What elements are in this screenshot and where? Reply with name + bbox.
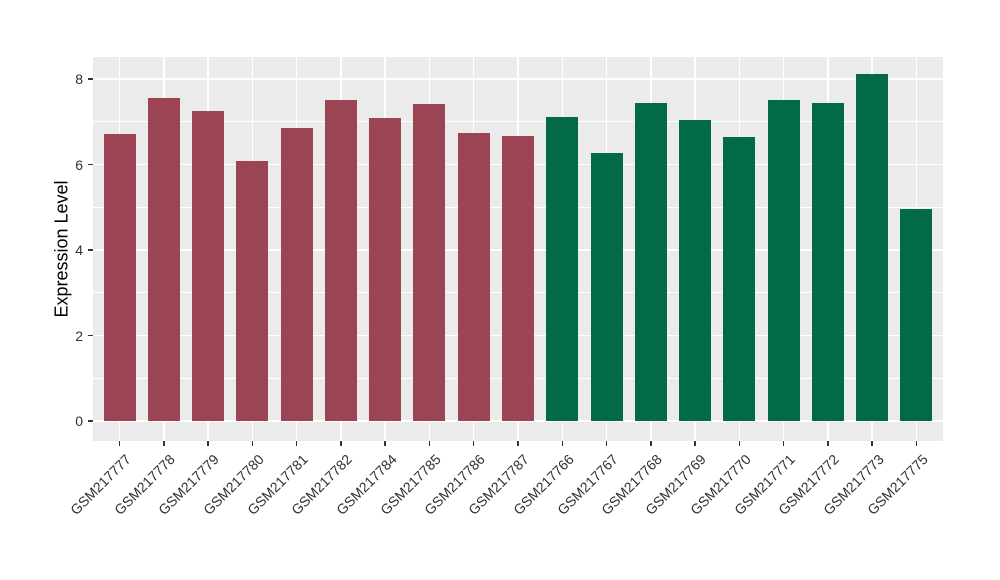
x-tick-GSM217770: [738, 441, 741, 446]
x-tick-GSM217768: [650, 441, 652, 446]
y-tick-label-6: 6: [75, 156, 83, 173]
x-tick-GSM217773: [871, 441, 873, 446]
y-tick-4: [88, 249, 93, 251]
y-tick-2: [88, 334, 93, 337]
bar-GSM217777: [103, 133, 136, 421]
bar-GSM217779: [192, 110, 225, 421]
x-tick-GSM217772: [827, 441, 829, 446]
y-tick-label-2: 2: [75, 327, 83, 344]
x-tick-GSM217784: [384, 441, 386, 446]
y-tick-label-0: 0: [75, 413, 83, 429]
bar-GSM217775: [900, 209, 933, 421]
y-tick-6: [88, 163, 93, 166]
x-tick-GSM217782: [340, 441, 342, 446]
bar-GSM217780: [236, 161, 269, 421]
x-tick-GSM217779: [207, 441, 209, 446]
bar-GSM217786: [457, 133, 490, 421]
x-tick-GSM217780: [251, 441, 254, 446]
bar-GSM217787: [502, 135, 534, 421]
bar-GSM217771: [767, 99, 800, 421]
x-tick-GSM217786: [472, 441, 475, 446]
bar-GSM217773: [856, 73, 889, 421]
x-tick-GSM217771: [782, 441, 785, 446]
y-tick-8: [88, 78, 93, 80]
x-tick-GSM217777: [118, 441, 121, 446]
x-tick-GSM217766: [561, 441, 564, 446]
bar-GSM217782: [324, 100, 357, 421]
y-tick-label-8: 8: [75, 71, 83, 87]
x-tick-GSM217781: [295, 441, 298, 446]
bar-GSM217778: [147, 98, 180, 421]
y-tick-label-4: 4: [75, 242, 83, 258]
x-tick-GSM217767: [605, 441, 608, 446]
bar-GSM217769: [679, 120, 712, 421]
bar-GSM217785: [413, 103, 446, 421]
plot-panel: [93, 57, 943, 441]
x-tick-GSM217769: [694, 441, 696, 446]
x-tick-GSM217775: [915, 441, 918, 446]
bar-GSM217766: [546, 116, 579, 421]
bar-GSM217781: [280, 128, 313, 421]
bar-GSM217770: [723, 136, 756, 421]
bar-GSM217768: [634, 103, 667, 421]
x-tick-GSM217785: [428, 441, 431, 446]
bar-GSM217784: [369, 117, 402, 421]
bar-GSM217772: [811, 103, 844, 421]
x-tick-GSM217787: [517, 441, 519, 446]
bar-GSM217767: [590, 153, 623, 421]
x-tick-GSM217778: [163, 441, 165, 446]
y-tick-0: [88, 420, 93, 422]
